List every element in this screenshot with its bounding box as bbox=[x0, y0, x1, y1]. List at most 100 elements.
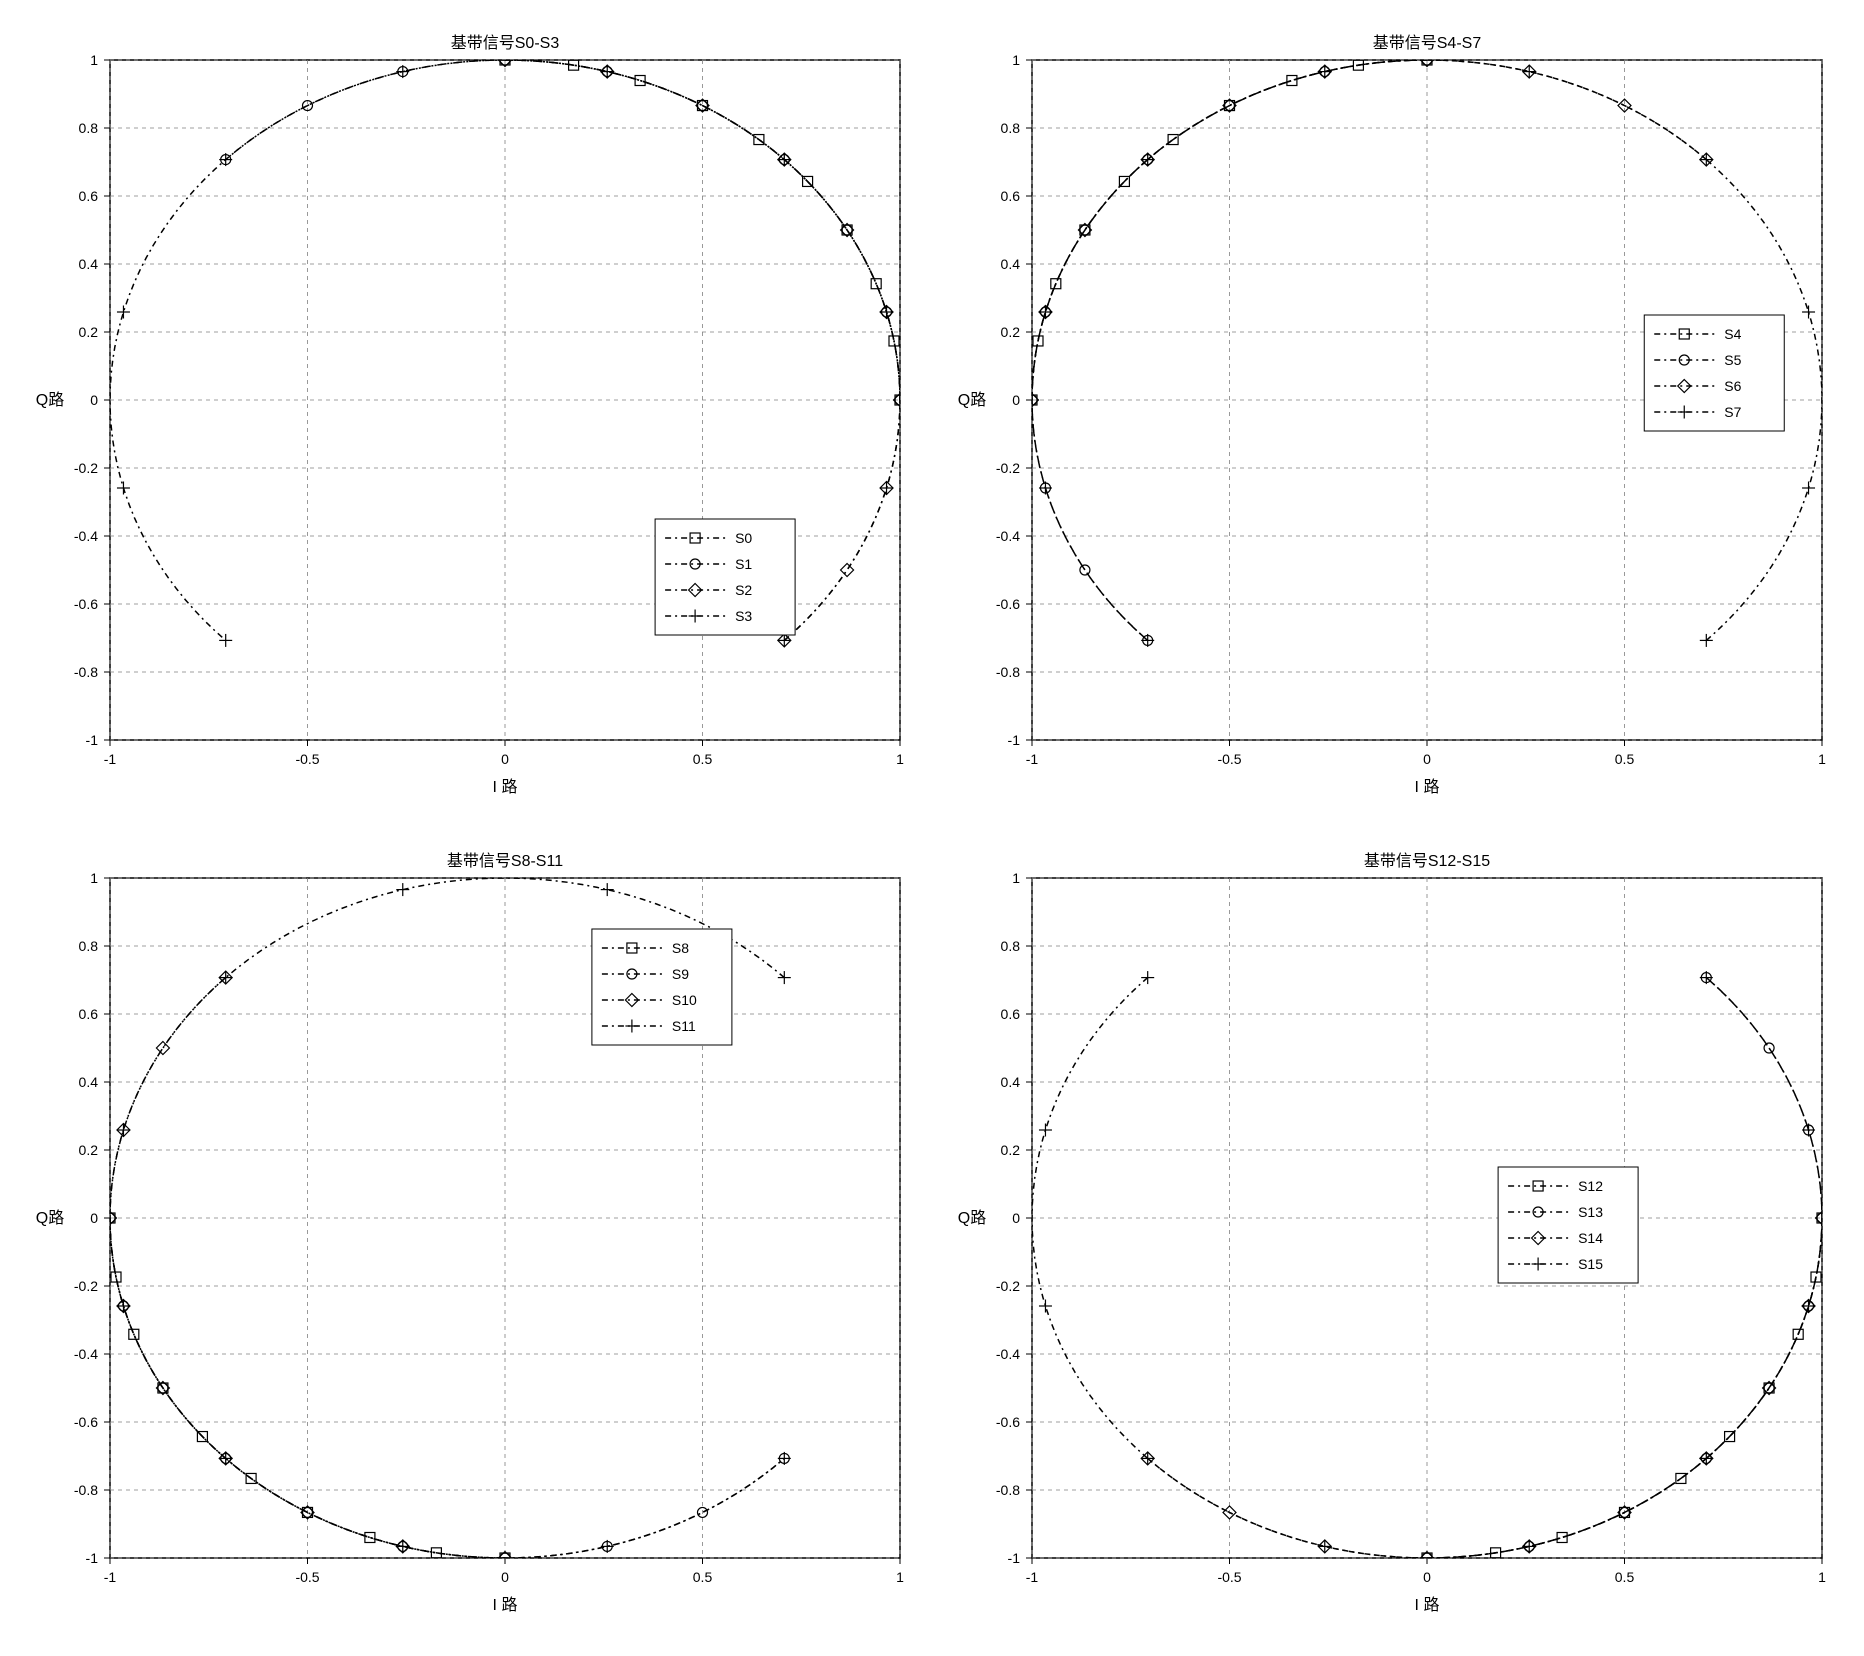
ytick-label: -0.8 bbox=[74, 1482, 98, 1498]
legend-box bbox=[1644, 315, 1784, 431]
ytick-label: 0.8 bbox=[1001, 120, 1021, 136]
legend-label: S1 bbox=[735, 556, 752, 572]
chart-panel-2: -1 -0.5 0 0.5 1 -1 -0.8 -0.6 -0.4 -0.2 0 0.2 0.4 0.6 0… bbox=[20, 838, 922, 1636]
ytick-label: 0 bbox=[90, 392, 98, 408]
chart-title: 基带信号S8-S11 bbox=[447, 852, 563, 870]
ytick-label: 0.8 bbox=[79, 120, 99, 136]
ytick-label: 1 bbox=[1012, 870, 1020, 886]
charts-grid: -1 -0.5 0 0.5 1 -1 -0.8 -0.6 -0.4 -0.2 0 0.2 0.4 0.6 0… bbox=[20, 20, 1844, 1636]
xtick-label: -1 bbox=[1026, 751, 1039, 767]
ytick-label: -1 bbox=[1008, 732, 1021, 748]
xlabel: I 路 bbox=[1415, 1596, 1440, 1614]
ytick-label: 0 bbox=[1012, 392, 1020, 408]
xtick-label: 1 bbox=[896, 1569, 904, 1585]
xtick-label: -0.5 bbox=[295, 751, 319, 767]
ytick-label: -0.4 bbox=[74, 1346, 98, 1362]
ytick-label: -0.6 bbox=[74, 596, 98, 612]
ytick-label: 1 bbox=[1012, 52, 1020, 68]
chart-s12-s15: -1-0.500.51-1-0.8-0.6-0.4-0.200.20.40.60… bbox=[942, 838, 1842, 1628]
ytick-label: 0.8 bbox=[79, 938, 99, 954]
ytick-label: 0.6 bbox=[79, 188, 99, 204]
legend-label: S8 bbox=[672, 940, 689, 956]
ytick-label: 0.2 bbox=[79, 1142, 99, 1158]
legend-label: S11 bbox=[672, 1018, 696, 1034]
ytick-label: 0.8 bbox=[1001, 938, 1021, 954]
xtick-label: 1 bbox=[1818, 1569, 1826, 1585]
legend-label: S4 bbox=[1724, 326, 1741, 342]
chart-s8-s11: -1 -0.5 0 0.5 1 -1 -0.8 -0.6 -0.4 -0.2 0 0.2 0.4 0.6 0… bbox=[20, 838, 920, 1628]
legend-label: S7 bbox=[1724, 404, 1741, 420]
ylabel: Q路 bbox=[36, 1209, 64, 1227]
ytick-label: 0.2 bbox=[1001, 1142, 1021, 1158]
legend-label: S6 bbox=[1724, 378, 1741, 394]
xtick-label: 0.5 bbox=[1615, 751, 1635, 767]
ytick-label: -0.2 bbox=[74, 1278, 98, 1294]
ylabel: Q路 bbox=[958, 391, 986, 409]
ytick-label: 0.4 bbox=[79, 1074, 99, 1090]
xtick-label: -1 bbox=[104, 1569, 117, 1585]
xlabel: I 路 bbox=[493, 778, 518, 796]
legend-label: S3 bbox=[735, 608, 752, 624]
chart-panel-0: -1 -0.5 0 0.5 1 -1 -0.8 -0.6 -0.4 -0.2 0 0.2 0.4 0.6 0… bbox=[20, 20, 922, 818]
xtick-label: 1 bbox=[1818, 751, 1826, 767]
xtick-label: -1 bbox=[1026, 1569, 1039, 1585]
ytick-label: -0.4 bbox=[996, 1346, 1020, 1362]
ytick-label: -0.8 bbox=[996, 1482, 1020, 1498]
ytick-label: -0.6 bbox=[74, 1414, 98, 1430]
chart-title: 基带信号S0-S3 bbox=[451, 34, 560, 52]
ytick-label: 0 bbox=[90, 1210, 98, 1226]
chart-panel-3: -1-0.500.51-1-0.8-0.6-0.4-0.200.20.40.60… bbox=[942, 838, 1844, 1636]
ytick-label: -0.8 bbox=[74, 664, 98, 680]
legend-box bbox=[592, 929, 732, 1045]
ytick-label: -1 bbox=[86, 1550, 99, 1566]
xtick-label: 0.5 bbox=[1615, 1569, 1635, 1585]
legend-label: S15 bbox=[1578, 1256, 1603, 1272]
xtick-label: 1 bbox=[896, 751, 904, 767]
xtick-label: 0.5 bbox=[693, 751, 713, 767]
xtick-label: -0.5 bbox=[1217, 1569, 1241, 1585]
legend-label: S14 bbox=[1578, 1230, 1603, 1246]
ytick-label: -0.2 bbox=[74, 460, 98, 476]
xtick-label: -1 bbox=[104, 751, 117, 767]
ytick-label: -0.6 bbox=[996, 596, 1020, 612]
ylabel: Q路 bbox=[958, 1209, 986, 1227]
ytick-label: 0.2 bbox=[1001, 324, 1021, 340]
ylabel: Q路 bbox=[36, 391, 64, 409]
xtick-label: -0.5 bbox=[295, 1569, 319, 1585]
xtick-label: 0 bbox=[1423, 751, 1431, 767]
xtick-label: 0 bbox=[501, 751, 509, 767]
legend-label: S2 bbox=[735, 582, 752, 598]
ytick-label: -0.4 bbox=[74, 528, 98, 544]
legend-label: S10 bbox=[672, 992, 697, 1008]
ytick-label: 0.4 bbox=[1001, 1074, 1021, 1090]
xtick-label: 0.5 bbox=[693, 1569, 713, 1585]
ytick-label: 0.4 bbox=[1001, 256, 1021, 272]
xtick-label: 0 bbox=[1423, 1569, 1431, 1585]
ytick-label: 1 bbox=[90, 52, 98, 68]
ytick-label: 0.2 bbox=[79, 324, 99, 340]
ytick-label: -0.6 bbox=[996, 1414, 1020, 1430]
ytick-label: -0.4 bbox=[996, 528, 1020, 544]
ytick-label: -0.8 bbox=[996, 664, 1020, 680]
ytick-label: 0.6 bbox=[79, 1006, 99, 1022]
ytick-label: 0.4 bbox=[79, 256, 99, 272]
chart-title: 基带信号S4-S7 bbox=[1373, 34, 1482, 52]
legend-label: S9 bbox=[672, 966, 689, 982]
legend-label: S0 bbox=[735, 530, 752, 546]
legend-label: S12 bbox=[1578, 1178, 1603, 1194]
xlabel: I 路 bbox=[1415, 778, 1440, 796]
xlabel: I 路 bbox=[493, 1596, 518, 1614]
chart-s4-s7: -1-0.500.51-1-0.8-0.6-0.4-0.200.20.40.60… bbox=[942, 20, 1842, 810]
ytick-label: 0.6 bbox=[1001, 1006, 1021, 1022]
xtick-label: 0 bbox=[501, 1569, 509, 1585]
ytick-label: -1 bbox=[86, 732, 99, 748]
chart-s0-s3: -1 -0.5 0 0.5 1 -1 -0.8 -0.6 -0.4 -0.2 0 0.2 0.4 0.6 0… bbox=[20, 20, 920, 810]
legend-label: S5 bbox=[1724, 352, 1741, 368]
ytick-label: 0 bbox=[1012, 1210, 1020, 1226]
legend-box bbox=[1498, 1167, 1638, 1283]
legend-box bbox=[655, 519, 795, 635]
ytick-label: -0.2 bbox=[996, 460, 1020, 476]
ytick-label: 0.6 bbox=[1001, 188, 1021, 204]
ytick-label: -1 bbox=[1008, 1550, 1021, 1566]
ytick-label: 1 bbox=[90, 870, 98, 886]
